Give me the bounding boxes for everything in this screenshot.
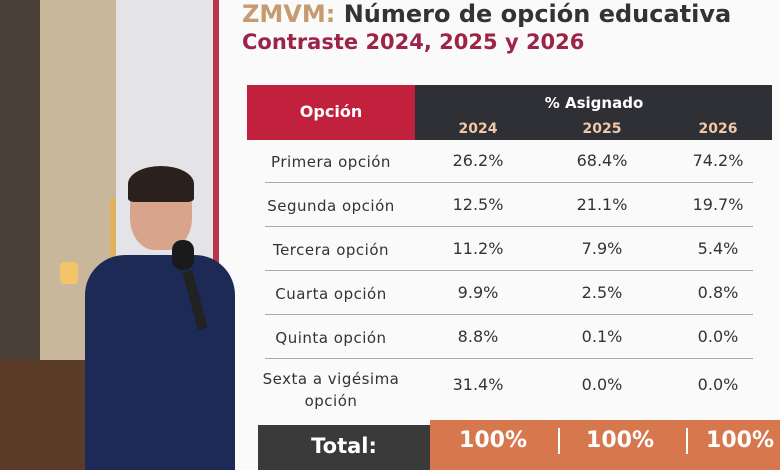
row-label: Tercera opción	[272, 241, 390, 259]
header-year: 2025	[582, 121, 622, 137]
cell-value: 26.2%	[452, 151, 504, 170]
header-year: 2026	[698, 121, 738, 137]
lamp	[60, 262, 78, 284]
cell-value: 0.8%	[697, 283, 739, 302]
header-cell	[247, 85, 415, 140]
row-label: Quinta opción	[275, 329, 387, 347]
header-year: 2024	[458, 121, 498, 137]
header-option: Opción	[299, 102, 363, 121]
cell-value: 7.9%	[581, 239, 623, 258]
row-divider	[265, 182, 753, 183]
total-value: 100%	[459, 428, 527, 453]
cell-value: 19.7%	[692, 195, 744, 214]
cell-value: 0.0%	[697, 327, 739, 346]
cell-value: 12.5%	[452, 195, 504, 214]
row-divider	[265, 226, 753, 227]
header-group: % Asignado	[544, 94, 644, 112]
slide-border	[213, 0, 219, 470]
subtitle: Contraste 2024, 2025 y 2026	[242, 30, 585, 54]
row-label: Cuarta opción	[275, 285, 387, 303]
total-value: 100%	[586, 428, 654, 453]
cell-value: 31.4%	[452, 375, 504, 394]
person-body	[85, 255, 235, 470]
cell-value: 0.1%	[581, 327, 623, 346]
total-divider	[558, 428, 560, 454]
cell-value: 21.1%	[576, 195, 628, 214]
total-label-cell	[258, 425, 430, 470]
lamp	[110, 198, 120, 258]
total-label: Total:	[311, 434, 377, 458]
total-divider	[686, 428, 688, 454]
row-divider	[265, 270, 753, 271]
title: Número de opción educativa	[343, 0, 732, 28]
cell-value: 11.2%	[452, 239, 504, 258]
header-cell	[415, 85, 772, 140]
total-value: 100%	[706, 428, 774, 453]
cell-value: 9.9%	[457, 283, 499, 302]
row-label: Segunda opción	[267, 197, 395, 215]
cell-value: 2.5%	[581, 283, 623, 302]
cell-value: 5.4%	[697, 239, 739, 258]
microphone	[172, 240, 194, 270]
total-value-cell	[430, 420, 780, 470]
cell-value: 68.4%	[576, 151, 628, 170]
row-label: Sexta a vigésima opción	[262, 370, 400, 410]
title-prefix: ZMVM:	[242, 0, 336, 28]
cell-value: 0.0%	[697, 375, 739, 394]
cell-value: 0.0%	[581, 375, 623, 394]
slide	[219, 0, 780, 470]
row-divider	[265, 314, 753, 315]
row-divider	[265, 358, 753, 359]
person-hair	[128, 166, 194, 202]
cell-value: 74.2%	[692, 151, 744, 170]
row-label: Primera opción	[271, 153, 391, 171]
cell-value: 8.8%	[457, 327, 499, 346]
